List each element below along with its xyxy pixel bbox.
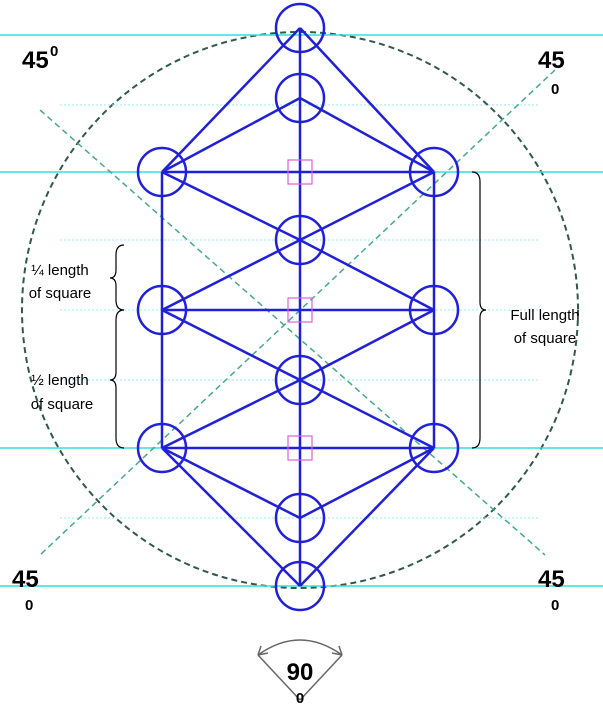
angle-exponent: 0 xyxy=(551,597,559,614)
labels: 45 0 45 0 45 0 45 0 ¼ length of square ½… xyxy=(12,43,580,707)
annotation-line: of square xyxy=(514,330,577,347)
angle-number: 45 xyxy=(12,566,39,593)
annotation-line: ½ length xyxy=(31,372,89,389)
angle-number: 45 xyxy=(538,47,565,74)
angle-exponent: 0 xyxy=(296,690,304,707)
angle-number: 45 xyxy=(22,47,49,74)
braces xyxy=(109,171,487,449)
squares xyxy=(287,159,313,461)
annotation-line: of square xyxy=(29,285,92,302)
angle-exponent: 0 xyxy=(551,81,559,98)
angle-mark xyxy=(257,639,343,701)
tree xyxy=(136,2,460,612)
annotation-line: of square xyxy=(31,396,94,413)
annotation-line: ¼ length xyxy=(31,262,89,279)
angle-exponent: 0 xyxy=(25,597,33,614)
annotation-line: Full length xyxy=(510,307,579,324)
angle-number: 90 xyxy=(287,659,314,686)
angle-exponent: 0 xyxy=(50,43,58,60)
angle-number: 45 xyxy=(538,566,565,593)
